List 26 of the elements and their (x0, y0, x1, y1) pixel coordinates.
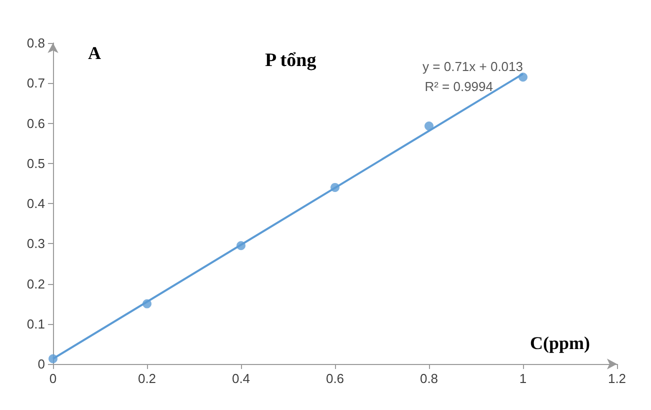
y-tick-label: 0.6 (26, 116, 45, 131)
point (330, 182, 340, 192)
annotation: y = 0.71x + 0.013 (422, 59, 524, 74)
point (518, 72, 528, 82)
x-axis-title: C(ppm) (530, 333, 590, 353)
y-tick-label: 0.2 (26, 276, 45, 292)
y-tick-label: 0.7 (26, 76, 45, 91)
point (142, 299, 152, 308)
x-tick-label: 1 (519, 371, 527, 386)
y-tick-label: 0.5 (26, 156, 45, 171)
y-tick-label: 0.4 (26, 196, 45, 211)
y-axis-title: A (88, 43, 101, 63)
x-tick-label: 0.8 (420, 371, 438, 386)
point (424, 122, 434, 131)
x-tick-label: 0.6 (326, 371, 344, 386)
y-tick-label: 0 (38, 356, 45, 372)
y-tick-label: 0.8 (26, 36, 45, 50)
x-tick-label: 0.4 (232, 371, 250, 386)
point (236, 241, 246, 250)
x-tick-label: 0 (49, 371, 57, 386)
x-tick-label: 0.2 (138, 371, 156, 386)
x-tick-label: 1.2 (608, 371, 626, 386)
y-tick-label: 0.3 (26, 236, 45, 252)
annotation: R² = 0.9994 (424, 79, 493, 94)
chart-title: P tổng (265, 50, 317, 71)
y-tick-label: 0.1 (26, 316, 45, 332)
